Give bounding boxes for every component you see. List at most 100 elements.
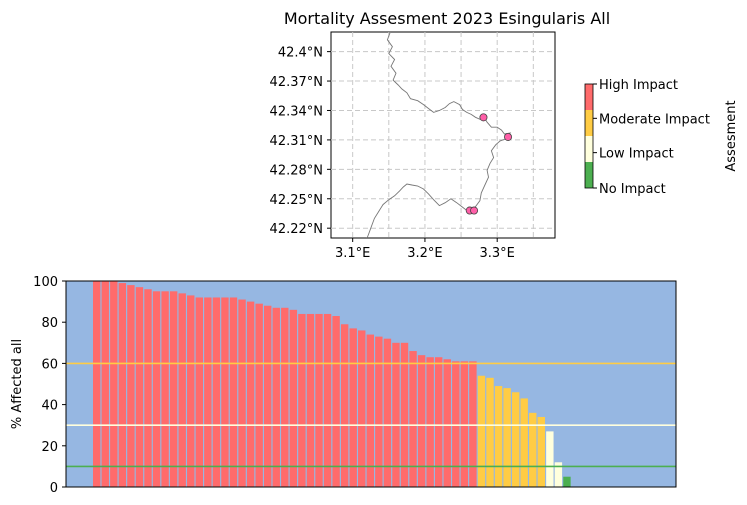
bar [546, 431, 554, 487]
colorbar-tick-label: Low Impact [599, 147, 674, 162]
map-y-ticks: 42.22°N 42.25°N 42.28°N 42.31°N 42.34°N 42.37… [270, 46, 331, 237]
bar [340, 324, 349, 487]
map-x-tick-label: 3.1°E [335, 246, 370, 261]
bar [212, 297, 221, 487]
bar [494, 386, 503, 487]
bar [511, 392, 520, 487]
bar [392, 342, 400, 487]
map-point [470, 206, 479, 215]
bar [93, 281, 101, 487]
bars [93, 281, 571, 487]
map-y-tick-label: 42.31°N [270, 134, 323, 149]
bar [272, 307, 280, 487]
bar [323, 313, 332, 487]
bar [477, 375, 486, 487]
map-frame [330, 31, 556, 239]
colorbar-tick-label: No Impact [599, 182, 666, 197]
map-x-ticks: 3.1°E 3.2°E 3.3°E [335, 238, 515, 261]
bar [178, 293, 186, 487]
map-y-tick-label: 42.22°N [270, 222, 323, 237]
bar-y-tick-label: 0 [50, 481, 58, 496]
bar [187, 295, 195, 487]
bar [400, 342, 409, 487]
bar [264, 305, 272, 487]
map-title: Mortality Assesment 2023 Esingularis All [284, 9, 610, 28]
bar-plot-frame [65, 280, 677, 488]
bar [289, 309, 298, 487]
bar [246, 301, 255, 487]
bar [229, 297, 238, 487]
bar-y-tick-label: 100 [33, 275, 58, 290]
bar [144, 289, 152, 487]
bar [383, 338, 392, 487]
bar [332, 316, 340, 487]
bar-ylabel: % Affected all [10, 339, 25, 429]
bar [204, 297, 212, 487]
bar [306, 313, 315, 487]
map-panel: 3.1°E 3.2°E 3.3°E 42.22°N42.25°N42.28°N42.… [270, 31, 556, 261]
colorbar-tick-label: Moderate Impact [599, 112, 710, 127]
map-coastline [366, 31, 512, 239]
colorbar-label: Assesment [724, 100, 739, 171]
bar [529, 412, 537, 487]
bar-y-tick-label: 20 [41, 440, 58, 455]
bar [101, 281, 109, 487]
bar [426, 357, 434, 487]
bar [358, 330, 366, 487]
bar [469, 361, 477, 487]
bar [281, 307, 289, 487]
bar [238, 299, 246, 487]
bar-y-tick-label: 60 [41, 357, 58, 372]
bar [135, 287, 144, 487]
bar [349, 328, 357, 487]
colorbar-segment [585, 110, 593, 136]
bar [460, 361, 469, 487]
map-points [465, 113, 513, 215]
bar-panel: 0 20 40 60 80 100 [33, 275, 677, 496]
colorbar-tick-label: High Impact [599, 78, 678, 93]
bar [161, 291, 169, 487]
bar [443, 359, 451, 487]
map-gridlines [331, 32, 555, 238]
map-y-tick-label: 42.37°N [270, 75, 323, 90]
bar-y-tick-label: 80 [41, 316, 58, 331]
bar [366, 334, 374, 487]
bar [417, 355, 426, 487]
bar [375, 336, 383, 487]
coastline-path [366, 31, 512, 239]
colorbar-frame [584, 83, 594, 189]
bar [563, 476, 571, 487]
bar [435, 357, 443, 487]
bar [152, 291, 161, 487]
map-point [479, 113, 488, 122]
bar [486, 377, 494, 487]
bar [221, 297, 229, 487]
map-x-tick-label: 3.3°E [479, 246, 514, 261]
map-y-tick-label: 42.28°N [270, 163, 323, 178]
bar [503, 388, 511, 487]
bar [255, 303, 263, 487]
colorbar-segment [585, 136, 593, 162]
bar [315, 313, 323, 487]
bar [195, 297, 203, 487]
colorbar: No Impact Low Impact Moderate Impact High I… [584, 78, 710, 197]
bar [127, 285, 135, 487]
map-point [504, 132, 513, 141]
bar [110, 281, 118, 487]
map-x-tick-label: 3.2°E [407, 246, 442, 261]
map-y-tick-label: 42.4°N [278, 46, 323, 61]
bar [409, 351, 417, 487]
bar [537, 416, 545, 487]
bar [452, 361, 460, 487]
bar [298, 313, 306, 487]
bar-y-ticks: 0 20 40 60 80 100 [33, 275, 66, 496]
colorbar-segment [585, 84, 593, 110]
colorbar-segment [585, 162, 593, 188]
bar-y-tick-label: 40 [41, 399, 58, 414]
threshold-lines [66, 362, 676, 468]
bar [118, 283, 127, 487]
map-y-tick-label: 42.34°N [270, 104, 323, 119]
bar [169, 291, 178, 487]
bar [520, 398, 528, 487]
